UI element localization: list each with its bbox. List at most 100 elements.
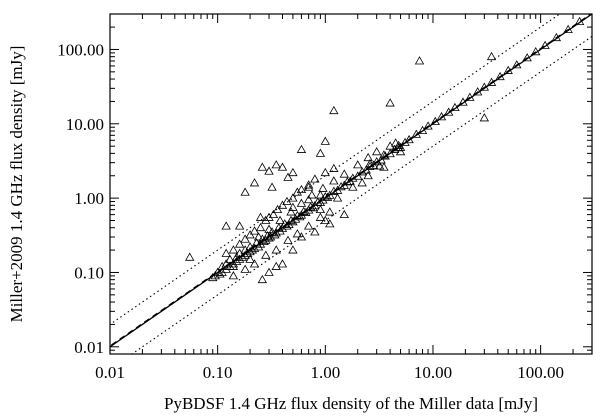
data-point — [234, 254, 245, 263]
data-point — [301, 207, 311, 216]
data-point — [486, 77, 497, 86]
data-point — [271, 261, 281, 270]
data-point — [283, 235, 293, 244]
data-point — [255, 222, 266, 232]
reference-lines — [110, 14, 592, 354]
data-point — [486, 51, 497, 61]
data-point — [320, 167, 331, 177]
data-point — [245, 254, 255, 263]
data-point — [292, 229, 303, 238]
data-point — [379, 150, 389, 159]
data-point — [277, 259, 288, 268]
data-point — [450, 102, 460, 112]
data-point — [265, 232, 276, 241]
data-point — [208, 272, 218, 282]
data-point — [363, 152, 373, 162]
data-point — [264, 166, 274, 175]
data-point — [303, 221, 314, 230]
data-point — [240, 245, 250, 254]
data-point — [310, 174, 320, 183]
x-tick-label: 10.00 — [414, 363, 452, 382]
data-point — [339, 169, 349, 178]
data-point — [231, 256, 242, 266]
data-point — [271, 228, 281, 237]
data-point — [282, 221, 292, 230]
data-point — [417, 125, 428, 135]
data-point — [353, 160, 363, 169]
data-point — [444, 107, 454, 116]
data-point — [329, 105, 339, 115]
data-point — [249, 259, 260, 268]
data-point — [296, 184, 307, 194]
data-point — [353, 171, 363, 180]
data-point — [395, 146, 406, 156]
data-point — [228, 261, 239, 270]
data-point — [272, 204, 283, 214]
data-point — [458, 97, 468, 106]
data-point — [376, 155, 386, 164]
data-point — [436, 112, 447, 121]
data-point — [531, 47, 541, 56]
data-point — [217, 267, 227, 276]
data-point — [271, 160, 281, 169]
data-point — [303, 182, 314, 191]
y-axis-label: Miller+2009 1.4 GHz flux density [mJy] — [7, 46, 26, 323]
data-point — [303, 194, 314, 204]
data-point — [430, 116, 440, 126]
data-point — [288, 202, 298, 211]
data-point — [395, 142, 406, 151]
data-point — [283, 172, 293, 181]
data-point — [503, 65, 513, 74]
data-point — [325, 219, 335, 228]
data-points — [185, 16, 585, 284]
y-tick-label: 100.00 — [57, 40, 104, 59]
data-point — [315, 204, 326, 214]
data-point — [277, 162, 288, 171]
data-point — [253, 232, 264, 241]
data-point — [215, 269, 225, 278]
data-point — [465, 92, 475, 101]
plot-frame — [109, 13, 593, 355]
y-tick-label: 0.01 — [74, 338, 104, 357]
data-point — [296, 232, 307, 241]
data-point — [292, 187, 303, 196]
data-point — [563, 24, 573, 34]
data-point — [240, 187, 250, 196]
data-point — [296, 198, 307, 207]
data-point — [268, 209, 279, 219]
data-point — [348, 182, 358, 191]
data-point — [512, 60, 522, 69]
data-point — [363, 170, 373, 180]
data-point — [332, 193, 343, 202]
data-point — [385, 148, 395, 158]
data-point — [275, 215, 285, 224]
y-tick-label: 1.00 — [74, 189, 104, 208]
data-point — [228, 271, 239, 280]
y-tick-label: 10.00 — [66, 115, 104, 134]
x-tick-label: 0.10 — [203, 363, 233, 382]
data-point — [325, 207, 335, 216]
data-point — [288, 167, 298, 177]
reference-line-solid-0 — [110, 14, 592, 348]
data-point — [249, 243, 260, 252]
data-point — [414, 56, 425, 65]
data-point — [357, 167, 367, 176]
data-point — [286, 207, 296, 216]
data-point — [320, 136, 331, 145]
data-point — [264, 212, 274, 221]
data-point — [315, 148, 326, 157]
data-point — [365, 161, 375, 170]
data-point — [495, 71, 505, 81]
data-point — [221, 259, 231, 268]
data-point — [551, 32, 562, 42]
data-point — [234, 239, 245, 248]
x-tick-label: 1.00 — [310, 363, 340, 382]
data-point — [339, 209, 349, 219]
data-point — [257, 274, 268, 284]
data-point — [423, 121, 433, 130]
data-point — [472, 87, 483, 96]
data-point — [479, 82, 490, 91]
data-point — [284, 219, 294, 229]
data-point — [315, 190, 326, 199]
